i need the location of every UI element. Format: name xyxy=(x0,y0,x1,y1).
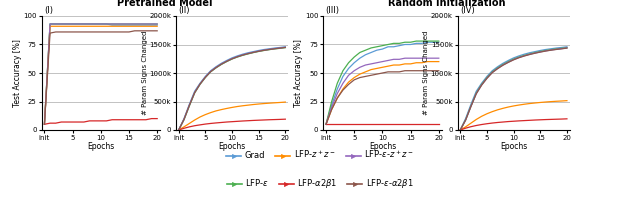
Text: (III): (III) xyxy=(326,6,340,15)
Text: Random Initialization: Random Initialization xyxy=(388,0,505,8)
X-axis label: Epochs: Epochs xyxy=(87,142,115,151)
Text: (I): (I) xyxy=(44,6,53,15)
Legend: Grad, LFP-$z^+z^-$, LFP-$\epsilon$-$z^+z^-$: Grad, LFP-$z^+z^-$, LFP-$\epsilon$-$z^+z… xyxy=(223,145,417,164)
Text: Pretrained Model: Pretrained Model xyxy=(117,0,212,8)
Y-axis label: # Param Signs Changed: # Param Signs Changed xyxy=(141,31,148,115)
X-axis label: Epochs: Epochs xyxy=(218,142,246,151)
Text: (II): (II) xyxy=(178,6,189,15)
Y-axis label: Test Accuracy [%]: Test Accuracy [%] xyxy=(13,39,22,107)
Legend: LFP-$\epsilon$, LFP-$\alpha2\beta1$, LFP-$\epsilon$-$\alpha2\beta1$: LFP-$\epsilon$, LFP-$\alpha2\beta1$, LFP… xyxy=(223,174,417,194)
X-axis label: Epochs: Epochs xyxy=(500,142,527,151)
Y-axis label: # Param Signs Changed: # Param Signs Changed xyxy=(423,31,429,115)
Text: (IV): (IV) xyxy=(460,6,475,15)
Y-axis label: Test Accuracy [%]: Test Accuracy [%] xyxy=(294,39,303,107)
X-axis label: Epochs: Epochs xyxy=(369,142,396,151)
